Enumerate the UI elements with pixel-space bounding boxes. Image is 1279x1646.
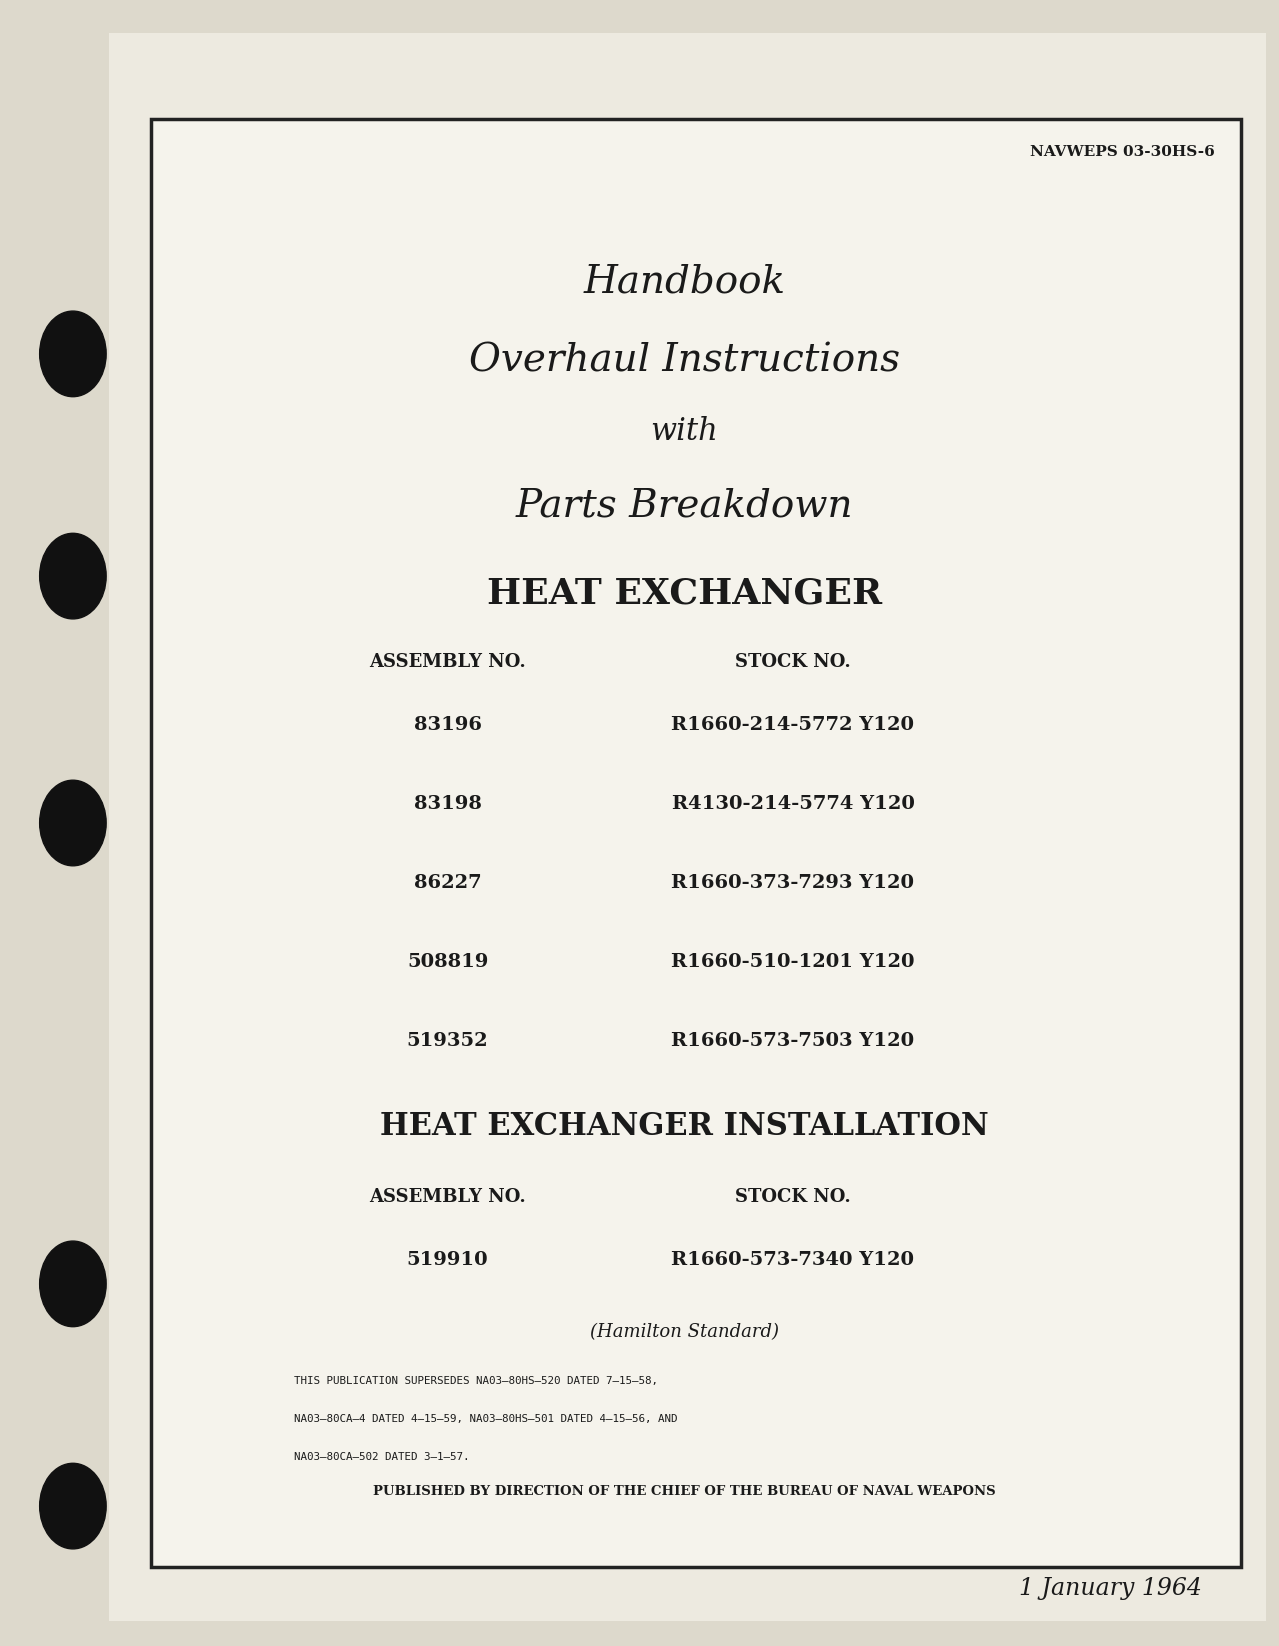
Text: 508819: 508819 [407, 953, 489, 971]
Text: THIS PUBLICATION SUPERSEDES NA03—80HS—520 DATED 7—15—58,: THIS PUBLICATION SUPERSEDES NA03—80HS—52… [294, 1376, 659, 1386]
Bar [151, 119, 1241, 1567]
Text: HEAT EXCHANGER: HEAT EXCHANGER [487, 576, 881, 611]
Text: 86227: 86227 [414, 874, 481, 892]
Text: NAVWEPS 03-30HS-6: NAVWEPS 03-30HS-6 [1031, 145, 1215, 160]
Text: R4130-214-5774 Y120: R4130-214-5774 Y120 [671, 795, 914, 813]
Circle shape [40, 1463, 106, 1549]
Text: 519352: 519352 [407, 1032, 489, 1050]
Text: HEAT EXCHANGER INSTALLATION: HEAT EXCHANGER INSTALLATION [380, 1111, 989, 1142]
Text: PUBLISHED BY DIRECTION OF THE CHIEF OF THE BUREAU OF NAVAL WEAPONS: PUBLISHED BY DIRECTION OF THE CHIEF OF T… [373, 1485, 995, 1498]
Circle shape [40, 533, 106, 619]
Text: STOCK NO.: STOCK NO. [735, 1188, 851, 1207]
Text: Parts Breakdown: Parts Breakdown [515, 487, 853, 523]
Text: STOCK NO.: STOCK NO. [735, 653, 851, 672]
Text: 1 January 1964: 1 January 1964 [1019, 1577, 1202, 1600]
Text: ASSEMBLY NO.: ASSEMBLY NO. [370, 653, 526, 672]
Text: Handbook: Handbook [583, 263, 785, 300]
Text: with: with [651, 416, 718, 448]
Text: (Hamilton Standard): (Hamilton Standard) [590, 1323, 779, 1341]
Text: 519910: 519910 [407, 1251, 489, 1269]
Text: Overhaul Instructions: Overhaul Instructions [468, 342, 900, 379]
Circle shape [40, 1241, 106, 1327]
Text: R1660-214-5772 Y120: R1660-214-5772 Y120 [671, 716, 914, 734]
Text: NA03—80CA—502 DATED 3—1—57.: NA03—80CA—502 DATED 3—1—57. [294, 1452, 469, 1462]
Circle shape [40, 311, 106, 397]
Text: ASSEMBLY NO.: ASSEMBLY NO. [370, 1188, 526, 1207]
Text: R1660-573-7503 Y120: R1660-573-7503 Y120 [671, 1032, 914, 1050]
Text: NA03—80CA—4 DATED 4—15—59, NA03—80HS—501 DATED 4—15—56, AND: NA03—80CA—4 DATED 4—15—59, NA03—80HS—501… [294, 1414, 678, 1424]
Text: R1660-573-7340 Y120: R1660-573-7340 Y120 [671, 1251, 914, 1269]
Text: 83196: 83196 [413, 716, 482, 734]
Circle shape [40, 780, 106, 866]
Text: 83198: 83198 [413, 795, 482, 813]
Text: R1660-510-1201 Y120: R1660-510-1201 Y120 [671, 953, 914, 971]
Text: R1660-373-7293 Y120: R1660-373-7293 Y120 [671, 874, 914, 892]
